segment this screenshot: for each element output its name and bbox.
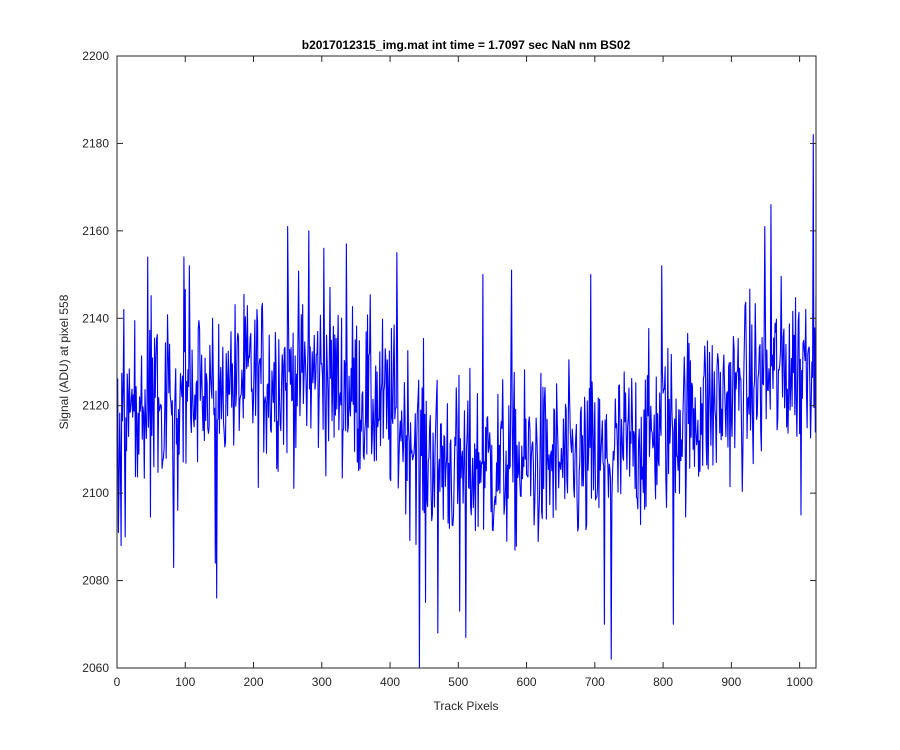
y-tick-label: 2080 (82, 574, 109, 588)
y-tick-label: 2180 (82, 136, 109, 150)
x-tick-label: 900 (721, 675, 741, 689)
plot-frame (116, 55, 817, 669)
x-tick-label: 500 (448, 675, 468, 689)
y-tick-label: 2060 (82, 661, 109, 675)
series-line (117, 134, 816, 668)
x-tick-label: 100 (175, 675, 195, 689)
chart-title: b2017012315_img.mat int time = 1.7097 se… (302, 38, 631, 52)
x-tick-label: 300 (312, 675, 332, 689)
x-axis: 0 100 200 300 400 500 600 700 800 900 1000 (114, 56, 813, 689)
y-tick-label: 2120 (82, 399, 109, 413)
y-tick-label: 2100 (82, 486, 109, 500)
x-axis-label: Track Pixels (434, 699, 499, 713)
y-tick-label: 2200 (82, 49, 109, 63)
x-tick-label: 200 (244, 675, 264, 689)
x-tick-label: 1000 (786, 675, 813, 689)
x-tick-label: 600 (517, 675, 537, 689)
x-tick-label: 700 (585, 675, 605, 689)
x-tick-label: 400 (380, 675, 400, 689)
x-tick-label: 800 (653, 675, 673, 689)
series-layer (117, 134, 816, 668)
y-axis-label: Signal (ADU) at pixel 558 (57, 294, 71, 429)
y-axis: 2060 2080 2100 2120 2140 2160 2180 2200 (82, 49, 816, 675)
y-tick-label: 2140 (82, 311, 109, 325)
y-tick-label: 2160 (82, 224, 109, 238)
x-tick-label: 0 (114, 675, 121, 689)
